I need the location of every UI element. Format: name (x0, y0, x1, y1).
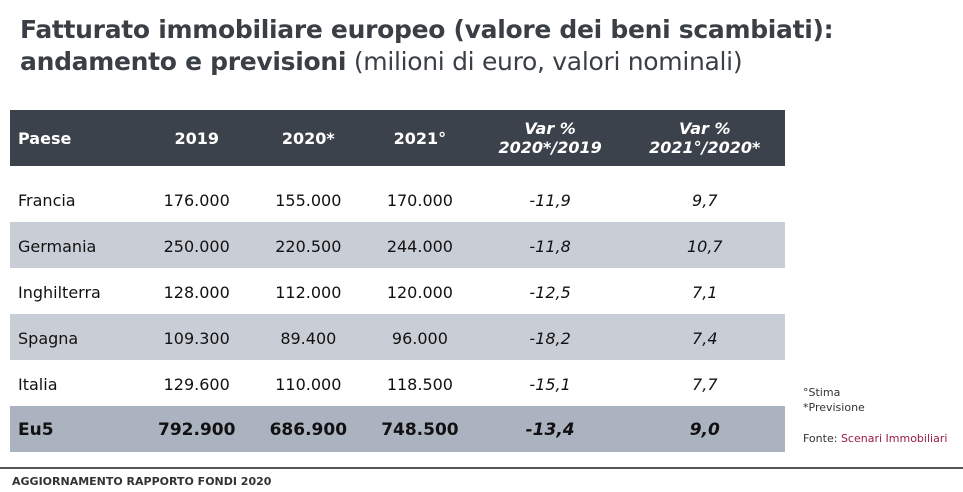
title-line2-bold: andamento e previsioni (20, 47, 347, 76)
divider (0, 467, 963, 469)
cell-var-2021: 10,7 (624, 222, 785, 268)
cell-var-2021: 7,7 (692, 375, 718, 394)
cell-country: Inghilterra (18, 283, 101, 302)
cell-country: Eu5 (10, 406, 141, 452)
table-header: Paese 2019 2020* 2021° Var % 2020*/2019 V… (10, 110, 785, 166)
cell-country: Italia (18, 375, 58, 394)
cell-2020: 220.500 (252, 222, 365, 268)
source-name: Scenari Immobiliari (840, 432, 948, 445)
cell-country: Germania (10, 222, 141, 268)
header-var-2021: Var % 2021°/2020* (624, 110, 785, 166)
cell-2019: 250.000 (140, 222, 253, 268)
cell-var-2020: -11,8 (475, 222, 625, 268)
notes: °Stima *Previsione (803, 385, 865, 415)
cell-2019: 792.900 (140, 406, 253, 452)
cell-2021: 244.000 (364, 222, 476, 268)
header-2019: 2019 (140, 110, 253, 166)
turnover-table: Paese 2019 2020* 2021° Var % 2020*/2019 V… (10, 110, 785, 452)
cell-var-2021: 9,0 (624, 406, 785, 452)
header-2020: 2020* (252, 110, 365, 166)
title-line1: Fatturato immobiliare europeo (valore de… (20, 15, 834, 44)
table-row: Francia 176.000 155.000 170.000 -11,9 9,7 (10, 176, 785, 222)
cell-var-2021: 9,7 (692, 191, 718, 210)
cell-var-2020: -13,4 (475, 406, 625, 452)
cell-2020: 112.000 (275, 283, 342, 302)
total-row: Eu5 792.900 686.900 748.500 -13,4 9,0 (10, 406, 785, 452)
cell-2021: 96.000 (364, 314, 476, 360)
cell-2019: 176.000 (163, 191, 230, 210)
cell-2020: 89.400 (252, 314, 365, 360)
slide-title: Fatturato immobiliare europeo (valore de… (20, 14, 834, 78)
header-country: Paese (10, 110, 141, 166)
cell-2019: 129.600 (163, 375, 230, 394)
cell-2019: 109.300 (140, 314, 253, 360)
cell-2020: 110.000 (275, 375, 342, 394)
cell-2021: 120.000 (386, 283, 453, 302)
table-row: Germania 250.000 220.500 244.000 -11,8 10,7 (10, 222, 785, 268)
cell-2021: 170.000 (386, 191, 453, 210)
cell-var-2020: -12,5 (529, 283, 571, 302)
cell-2021: 118.500 (386, 375, 453, 394)
table-row: Italia 129.600 110.000 118.500 -15,1 7,7 (10, 360, 785, 406)
header-2021: 2021° (364, 110, 476, 166)
cell-var-2020: -18,2 (475, 314, 625, 360)
header-var-2020: Var % 2020*/2019 (475, 110, 625, 166)
title-line2-light: (milioni di euro, valori nominali) (353, 47, 743, 76)
cell-2021: 748.500 (364, 406, 476, 452)
cell-var-2020: -11,9 (529, 191, 571, 210)
note-stima: °Stima (803, 386, 841, 399)
cell-var-2021: 7,1 (692, 283, 718, 302)
cell-2020: 686.900 (252, 406, 365, 452)
cell-country: Francia (18, 191, 76, 210)
table-row: Spagna 109.300 89.400 96.000 -18,2 7,4 (10, 314, 785, 360)
cell-2019: 128.000 (163, 283, 230, 302)
source: Fonte: Scenari Immobiliari (803, 432, 948, 445)
note-previsione: *Previsione (803, 401, 865, 414)
footer-text: AGGIORNAMENTO RAPPORTO FONDI 2020 (12, 475, 272, 488)
cell-country: Spagna (10, 314, 141, 360)
cell-2020: 155.000 (275, 191, 342, 210)
cell-var-2020: -15,1 (529, 375, 571, 394)
cell-var-2021: 7,4 (624, 314, 785, 360)
table-row: Inghilterra 128.000 112.000 120.000 -12,5 7,1 (10, 268, 785, 314)
